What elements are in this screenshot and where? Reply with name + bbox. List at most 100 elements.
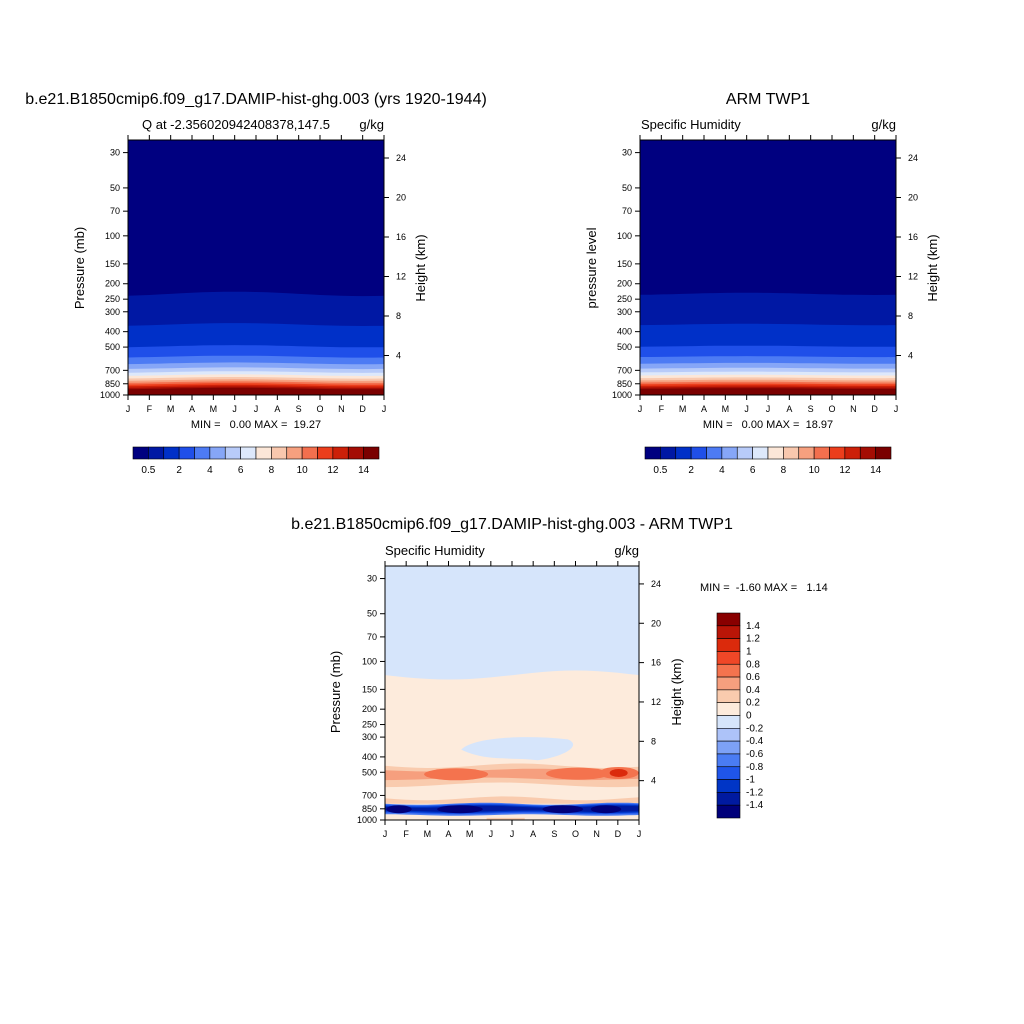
pressure-tick-label: 50 — [622, 183, 632, 193]
colorbar-label: 0.2 — [746, 698, 760, 709]
pressure-tick-label: 200 — [362, 704, 377, 714]
height-tick-label: 4 — [396, 350, 401, 360]
model-left-label: Q at -2.356020942408378,147.5 — [142, 117, 330, 132]
x-tick-label: M — [424, 829, 432, 839]
pressure-tick-label: 850 — [617, 379, 632, 389]
colorbar-swatch — [644, 446, 661, 460]
colorbar-swatch — [752, 446, 769, 460]
obs-height-axis: 4 8 12 16 20 24 — [896, 153, 918, 360]
x-tick-label: J — [744, 404, 749, 414]
colorbar-label: 0.6 — [746, 672, 760, 683]
colorbar-label: -0.6 — [746, 749, 764, 760]
pressure-tick-label: 200 — [617, 279, 632, 289]
pressure-tick-label: 850 — [362, 804, 377, 814]
x-tick-label: O — [828, 404, 835, 414]
x-tick-label: J — [489, 829, 494, 839]
colorbar-label: 0.5 — [653, 465, 667, 476]
height-tick-label: 8 — [651, 736, 656, 746]
colorbar-swatch — [736, 446, 753, 460]
model-minmax: MIN = 0.00 MAX = 19.27 — [191, 419, 321, 431]
colorbar-swatch — [163, 446, 180, 460]
colorbar-swatch — [255, 446, 272, 460]
colorbar-swatch — [132, 446, 149, 460]
contour-band — [590, 805, 622, 814]
pressure-tick-label: 1000 — [612, 390, 632, 400]
colorbar-label: 6 — [238, 465, 244, 476]
colorbar-label: 0.8 — [746, 659, 760, 670]
diff-ylabel: Pressure (mb) — [328, 651, 343, 733]
colorbar-swatch — [844, 446, 861, 460]
model-height-axis: 4 8 12 16 20 24 — [384, 153, 406, 360]
colorbar-label: 10 — [809, 465, 821, 476]
x-tick-label: J — [766, 404, 771, 414]
pressure-tick-label: 700 — [105, 365, 120, 375]
obs-panel: ARM TWP1 Specific Humidity g/kg J F M A M J J A… — [584, 91, 940, 476]
x-tick-label: J — [894, 404, 899, 414]
height-tick-label: 12 — [651, 697, 661, 707]
colorbar-label: 2 — [688, 465, 694, 476]
pressure-tick-label: 70 — [110, 206, 120, 216]
colorbar-label: -1.4 — [746, 800, 764, 811]
height-tick-label: 24 — [396, 153, 406, 163]
height-tick-label: 8 — [908, 311, 913, 321]
contour-band — [609, 768, 628, 777]
contour-band — [640, 388, 896, 395]
colorbar-swatch — [194, 446, 211, 460]
height-tick-label: 20 — [651, 618, 661, 628]
height-tick-label: 16 — [396, 232, 406, 242]
pressure-tick-label: 700 — [362, 790, 377, 800]
pressure-tick-label: 300 — [105, 307, 120, 317]
x-tick-label: D — [871, 404, 878, 414]
pressure-tick-label: 100 — [105, 231, 120, 241]
colorbar-swatch — [716, 766, 741, 780]
x-tick-label: D — [359, 404, 366, 414]
colorbar-label: 6 — [750, 465, 756, 476]
x-tick-label: A — [530, 829, 536, 839]
pressure-tick-label: 400 — [105, 327, 120, 337]
x-tick-label: A — [786, 404, 792, 414]
pressure-tick-label: 250 — [105, 294, 120, 304]
pressure-tick-label: 30 — [622, 148, 632, 158]
colorbar-swatch — [148, 446, 165, 460]
colorbar-swatch — [716, 740, 741, 755]
x-tick-label: N — [338, 404, 345, 414]
obs-title: ARM TWP1 — [726, 91, 810, 108]
x-tick-label: J — [126, 404, 131, 414]
colorbar-label: 1.4 — [746, 621, 760, 632]
colorbar-swatch — [347, 446, 364, 460]
colorbar-swatch — [716, 753, 741, 768]
obs-left-label: Specific Humidity — [641, 117, 741, 132]
diff-left-label: Specific Humidity — [385, 543, 485, 558]
x-tick-label: J — [637, 829, 642, 839]
colorbar-label: -0.8 — [746, 762, 764, 773]
x-tick-label: J — [638, 404, 643, 414]
pressure-tick-label: 150 — [362, 684, 377, 694]
contour-band — [128, 387, 384, 395]
pressure-tick-label: 200 — [105, 279, 120, 289]
diff-ylabel-right: Height (km) — [669, 658, 684, 725]
height-tick-label: 8 — [396, 311, 401, 321]
height-tick-label: 24 — [908, 153, 918, 163]
pressure-tick-label: 150 — [617, 259, 632, 269]
x-tick-label: M — [722, 404, 730, 414]
colorbar-swatch — [783, 446, 800, 460]
height-tick-label: 4 — [651, 776, 656, 786]
diff-title: b.e21.B1850cmip6.f09_g17.DAMIP-hist-ghg.… — [291, 516, 733, 533]
obs-ylabel-right: Height (km) — [925, 234, 940, 301]
height-tick-label: 12 — [396, 271, 406, 281]
colorbar-swatch — [829, 446, 846, 460]
colorbar-swatch — [716, 612, 741, 627]
colorbar-swatch — [716, 625, 741, 639]
contour-band — [486, 817, 525, 820]
x-tick-label: A — [701, 404, 707, 414]
x-tick-label: J — [254, 404, 259, 414]
colorbar-label: 10 — [297, 465, 309, 476]
colorbar-label: 8 — [781, 465, 787, 476]
colorbar-swatch — [716, 728, 741, 742]
colorbar-swatch — [224, 446, 241, 460]
model-ylabel: Pressure (mb) — [72, 227, 87, 309]
colorbar-swatch — [178, 446, 195, 460]
